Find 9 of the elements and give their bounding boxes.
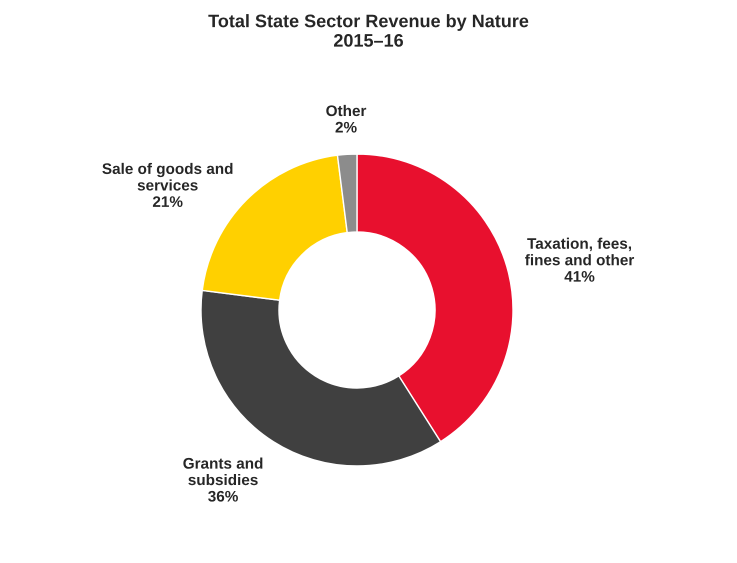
slice-label: Taxation, fees, fines and other: [525, 238, 634, 266]
slice-label: Sale of goods and services: [102, 162, 232, 191]
slice-label: Other: [326, 104, 366, 116]
chart-title: Total State Sector Revenue by Nature 2015–16: [208, 14, 528, 47]
data-label: 36%: [208, 490, 238, 502]
slice-label: Grants and subsidies: [183, 458, 262, 486]
data-label: 2%: [336, 122, 357, 133]
data-label: 21%: [152, 196, 183, 208]
data-label: 41%: [564, 271, 594, 282]
